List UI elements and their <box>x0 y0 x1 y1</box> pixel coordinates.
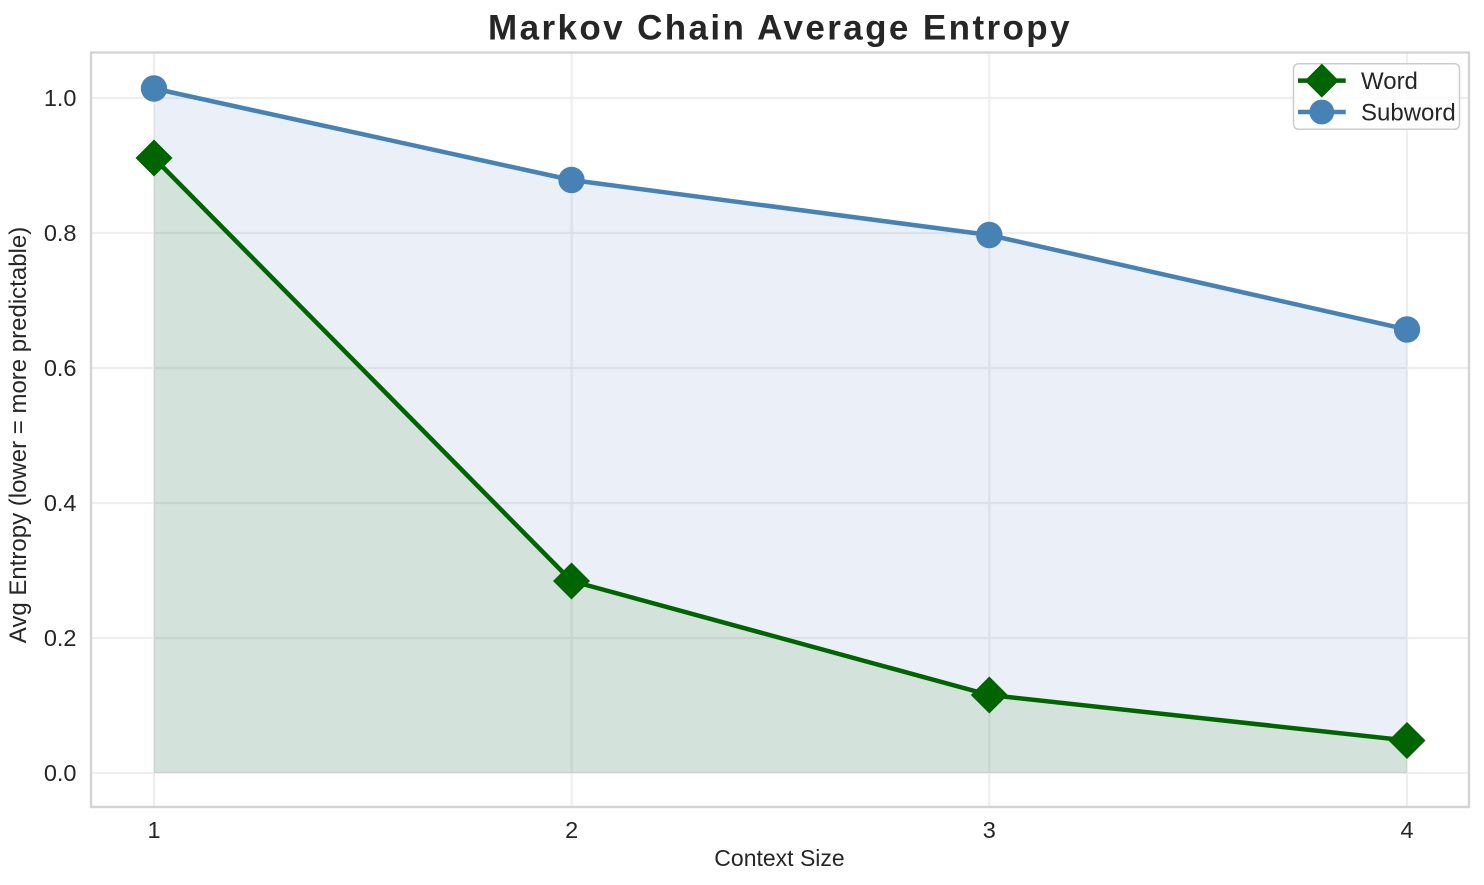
svg-text:1: 1 <box>147 817 160 843</box>
svg-text:Subword: Subword <box>1361 100 1456 127</box>
svg-text:0.2: 0.2 <box>44 625 77 651</box>
svg-text:0.6: 0.6 <box>44 355 77 381</box>
svg-text:Avg Entropy (lower = more pred: Avg Entropy (lower = more predictable) <box>5 227 32 643</box>
svg-text:0.0: 0.0 <box>44 760 77 786</box>
svg-text:3: 3 <box>983 817 996 843</box>
svg-text:0.4: 0.4 <box>44 490 77 516</box>
svg-text:Word: Word <box>1361 68 1418 95</box>
svg-text:Markov Chain Average Entropy: Markov Chain Average Entropy <box>488 9 1072 48</box>
svg-text:2: 2 <box>565 817 578 843</box>
svg-text:Context Size: Context Size <box>714 845 844 871</box>
svg-text:1.0: 1.0 <box>44 85 77 111</box>
svg-text:4: 4 <box>1400 817 1413 843</box>
svg-text:0.8: 0.8 <box>44 220 77 246</box>
